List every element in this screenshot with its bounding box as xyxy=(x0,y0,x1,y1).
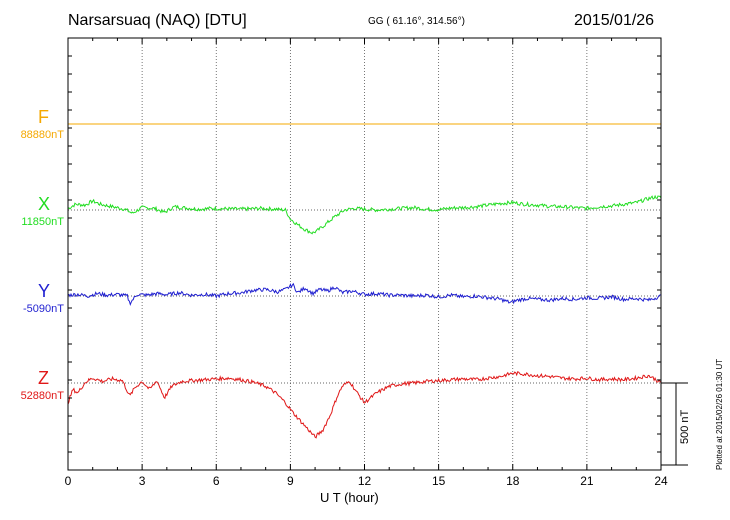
station-title: Narsarsuaq (NAQ) [DTU] xyxy=(68,12,247,29)
channel-label-y: Y xyxy=(38,281,51,301)
x-axis-label: U T (hour) xyxy=(320,490,379,505)
x-tick-label-18: 18 xyxy=(506,474,520,488)
x-tick-label-24: 24 xyxy=(654,474,668,488)
x-tick-label-12: 12 xyxy=(357,474,372,488)
series-z-line xyxy=(67,371,662,439)
scale-bar-label: 500 nT xyxy=(679,409,691,444)
chart-date: 2015/01/26 xyxy=(574,12,655,29)
series-group xyxy=(67,123,662,439)
x-tick-label-9: 9 xyxy=(287,474,294,488)
x-tick-label-3: 3 xyxy=(138,474,146,488)
station-coordinates: GG ( 61.16°, 314.56°) xyxy=(368,16,465,27)
channel-baseline-y: -5090nT xyxy=(23,303,64,315)
axes xyxy=(67,37,688,471)
series-x-line xyxy=(67,194,662,235)
channel-label-x: X xyxy=(38,194,51,214)
channel-baseline-f: 88880nT xyxy=(20,129,64,141)
channel-label-z: Z xyxy=(38,368,49,388)
x-tick-label-0: 0 xyxy=(64,474,72,488)
x-tick-label-21: 21 xyxy=(580,474,594,488)
x-tick-label-6: 6 xyxy=(212,474,220,488)
series-y-line xyxy=(67,282,662,307)
channel-baseline-x: 11850nT xyxy=(21,216,64,228)
channel-label-f: F xyxy=(38,107,49,127)
channel-baseline-z: 52880nT xyxy=(20,390,64,402)
x-tick-label-15: 15 xyxy=(431,474,446,488)
plotted-timestamp: Plotted at 2015/02/26 01:30 UT xyxy=(715,358,724,470)
grid-lines xyxy=(141,38,588,470)
